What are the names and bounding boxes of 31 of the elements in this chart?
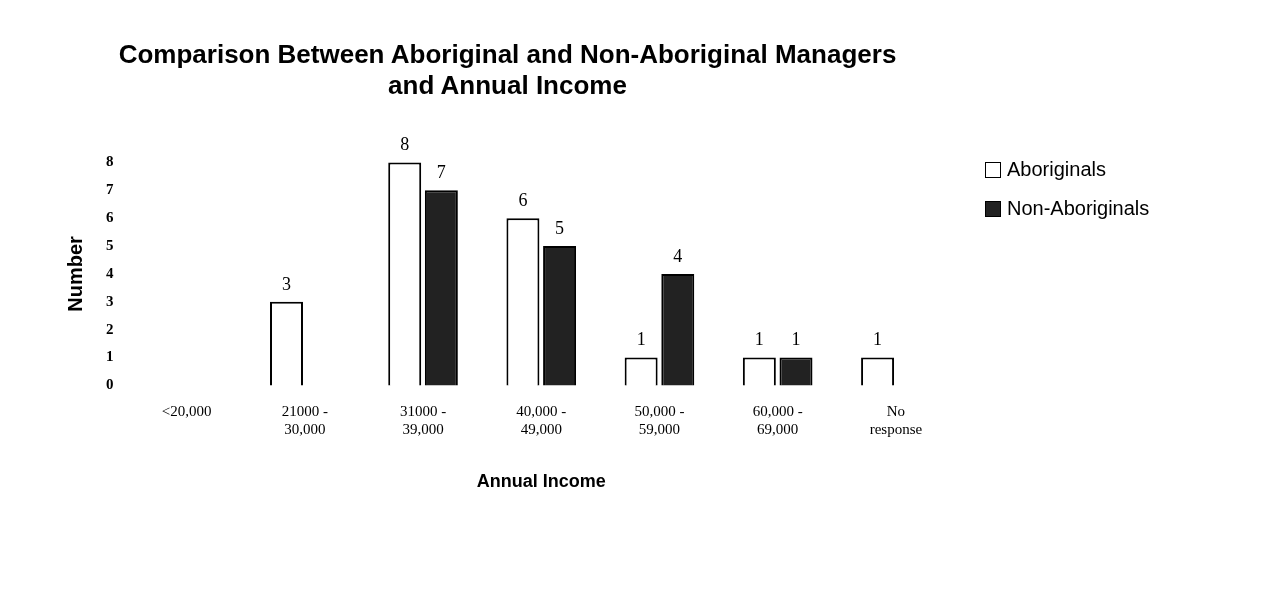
x-axis-title: Annual Income bbox=[476, 471, 606, 492]
y-axis-title: Number bbox=[63, 235, 86, 312]
y-tick-label: 4 bbox=[106, 264, 114, 281]
y-tick-label: 8 bbox=[106, 153, 114, 170]
y-tick-label: 0 bbox=[106, 376, 114, 393]
data-label: 7 bbox=[436, 162, 446, 183]
x-tick-label: 21000 - 30,000 bbox=[281, 403, 328, 438]
y-tick-label: 2 bbox=[106, 320, 114, 337]
data-label: 1 bbox=[754, 329, 764, 350]
y-tick-label: 5 bbox=[106, 236, 114, 253]
data-label: 1 bbox=[873, 329, 883, 350]
data-label: 1 bbox=[636, 329, 646, 350]
y-tick-label: 6 bbox=[106, 209, 114, 226]
x-tick-label: 50,000 - 59,000 bbox=[634, 403, 685, 438]
y-tick-label: 1 bbox=[106, 348, 114, 365]
x-tick-label: 40,000 - 49,000 bbox=[516, 403, 567, 438]
data-label: 4 bbox=[673, 245, 683, 266]
x-tick-label: No response bbox=[869, 403, 923, 438]
chart-title: Comparison Between Aboriginal and Non-Aboriginal Managers and Annual Income bbox=[118, 38, 897, 100]
data-label: 5 bbox=[555, 217, 565, 238]
data-label: 3 bbox=[282, 273, 291, 294]
data-label: 8 bbox=[400, 134, 410, 155]
data-label: 6 bbox=[518, 189, 528, 210]
x-tick-label: 31000 - 39,000 bbox=[399, 403, 447, 438]
x-tick-label: <20,000 bbox=[161, 403, 212, 420]
data-label: 1 bbox=[791, 329, 801, 350]
legend-label: Non-Aboriginals bbox=[1007, 197, 1150, 220]
text: Aboriginals bbox=[1007, 158, 1106, 181]
x-tick-label: 60,000 - 69,000 bbox=[752, 403, 803, 438]
y-tick-label: 3 bbox=[106, 292, 114, 309]
y-tick-label: 7 bbox=[106, 181, 114, 198]
